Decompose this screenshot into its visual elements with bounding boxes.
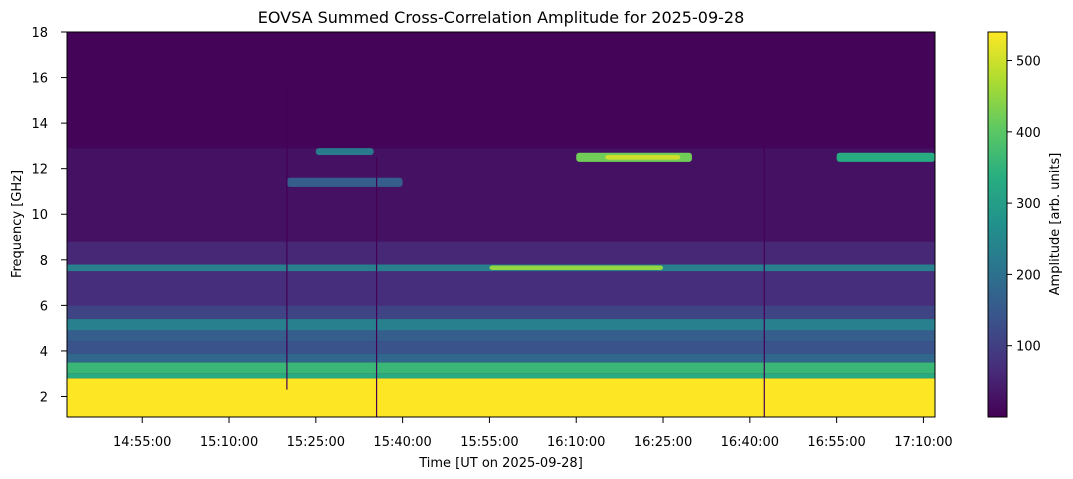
frequency-band	[67, 378, 935, 417]
y-tick-label: 16	[31, 72, 48, 87]
x-tick-label: 15:40:00	[373, 435, 431, 450]
frequency-band	[67, 341, 935, 354]
colorbar-tick-label: 400	[1016, 126, 1041, 141]
frequency-band	[67, 330, 935, 342]
x-tick-label: 16:55:00	[807, 435, 865, 450]
emission-feature	[315, 148, 374, 156]
y-axis: 2 4 6 8 10 12 14 16 18	[31, 26, 67, 405]
emission-feature	[605, 155, 681, 160]
emission-features	[286, 148, 935, 271]
frequency-band	[67, 373, 935, 379]
plot-area	[67, 32, 935, 417]
x-tick-label: 15:10:00	[200, 435, 258, 450]
x-axis: 14:55:00 15:10:00 15:25:00 15:40:00 15:55:00…	[113, 417, 953, 450]
y-tick-label: 6	[40, 299, 48, 314]
frequency-band	[67, 271, 935, 306]
colorbar-tick-label: 100	[1016, 340, 1041, 355]
x-tick-label: 15:25:00	[287, 435, 345, 450]
chart-title: EOVSA Summed Cross-Correlation Amplitude…	[258, 8, 745, 27]
y-tick-label: 10	[31, 208, 48, 223]
frequency-band	[67, 32, 935, 149]
x-axis-label: Time [UT on 2025-09-28]	[418, 456, 583, 471]
colorbar: 100 200 300 400 500 Amplitude [arb. units]	[987, 31, 1063, 418]
x-tick-label: 17:10:00	[894, 435, 952, 450]
emission-feature	[489, 265, 664, 271]
frequency-band	[67, 362, 935, 374]
x-tick-label: 16:10:00	[547, 435, 605, 450]
x-tick-label: 15:55:00	[460, 435, 518, 450]
colorbar-gradient	[987, 31, 1008, 418]
colorbar-label: Amplitude [arb. units]	[1048, 153, 1063, 296]
emission-feature	[836, 152, 935, 162]
x-tick-label: 16:25:00	[634, 435, 692, 450]
frequency-band	[67, 305, 935, 320]
x-tick-label: 14:55:00	[113, 435, 171, 450]
emission-feature	[286, 177, 403, 187]
y-tick-label: 14	[31, 117, 48, 132]
frequency-band	[67, 241, 935, 265]
y-tick-label: 12	[31, 163, 48, 178]
y-tick-label: 18	[31, 26, 48, 41]
colorbar-tick-label: 200	[1016, 268, 1041, 283]
y-axis-label: Frequency [GHz]	[10, 170, 25, 278]
colorbar-tick-label: 500	[1016, 55, 1041, 70]
y-tick-label: 4	[40, 345, 48, 360]
y-tick-label: 8	[40, 254, 48, 269]
y-tick-label: 2	[40, 390, 48, 405]
frequency-band	[67, 148, 935, 242]
colorbar-tick-label: 300	[1016, 197, 1041, 212]
frequency-bands	[67, 32, 935, 417]
plot-frame	[66, 31, 936, 418]
x-tick-label: 16:40:00	[721, 435, 779, 450]
frequency-band	[67, 319, 935, 331]
colorbar-ticks: 100 200 300 400 500	[1007, 55, 1041, 355]
data-gaps	[286, 88, 765, 417]
frequency-band	[67, 353, 935, 363]
